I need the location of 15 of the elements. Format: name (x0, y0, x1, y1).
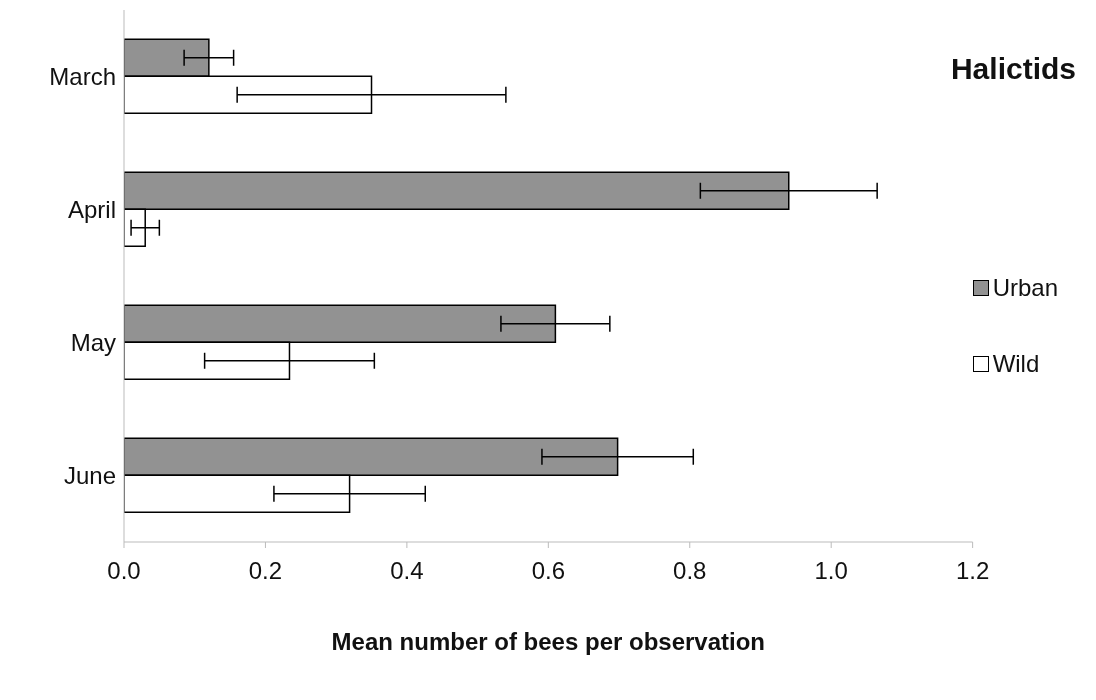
x-tick-label: 1.0 (814, 557, 848, 585)
legend-label: Wild (992, 350, 1040, 378)
x-tick-label: 0.2 (248, 557, 283, 585)
x-tick-label: 1.2 (955, 557, 990, 585)
y-tick-label: March (49, 63, 116, 91)
x-tick-label: 0.0 (107, 557, 141, 585)
x-tick-label: 0.6 (531, 557, 565, 585)
y-tick-label: May (70, 329, 116, 357)
legend-label: Urban (992, 274, 1058, 302)
x-axis-title: Mean number of bees per observation (331, 628, 766, 655)
text: Halictids (950, 52, 1076, 86)
x-tick-label: 0.4 (390, 557, 424, 585)
y-tick-label: June (63, 462, 116, 490)
x-tick-label: 0.8 (673, 557, 707, 585)
y-tick-label: April (67, 196, 116, 224)
